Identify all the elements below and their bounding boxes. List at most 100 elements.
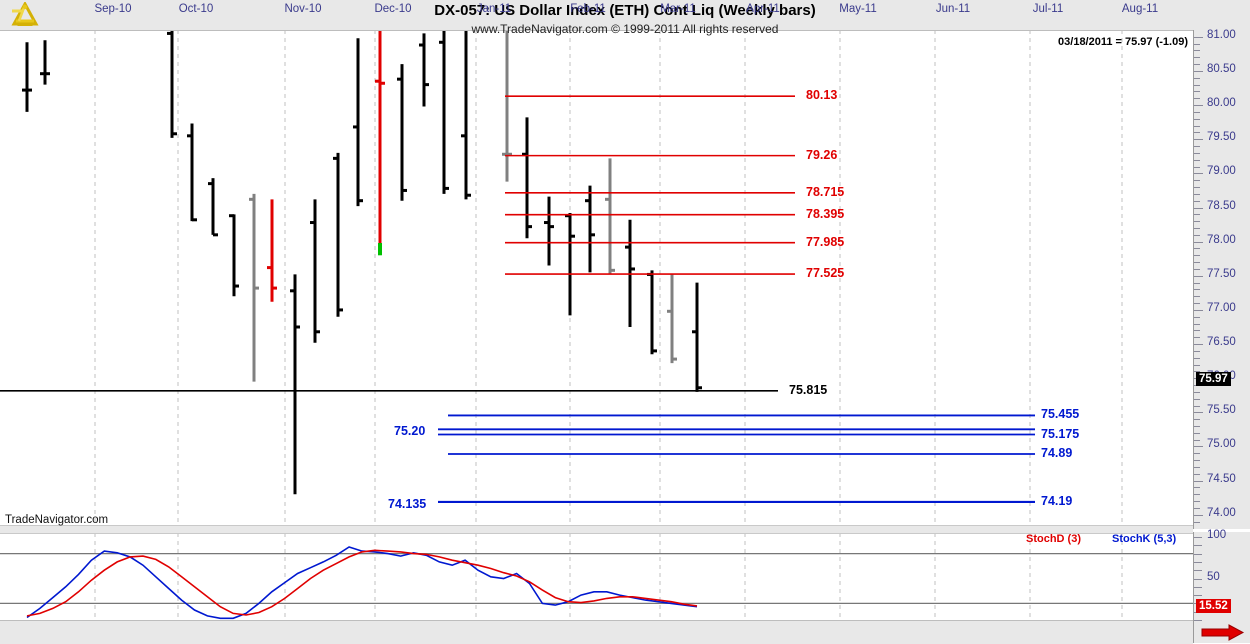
stoch-axis-tick	[1194, 586, 1202, 588]
price-axis-tick	[1194, 316, 1200, 318]
price-axis-label: 75.50	[1207, 404, 1236, 417]
red-level-label[interactable]: 77.525	[806, 266, 845, 281]
price-axis-tick	[1194, 426, 1200, 427]
price-axis-label: 77.50	[1207, 267, 1236, 280]
red-level-label[interactable]: 78.395	[806, 206, 845, 221]
date-axis-label: Jun-11	[935, 3, 971, 15]
quote-readout: 03/18/2011 = 75.97 (-1.09)	[1058, 36, 1188, 48]
date-axis-label: Nov-10	[284, 3, 322, 15]
stoch-axis-tick	[1194, 537, 1202, 538]
price-axis-tick	[1194, 91, 1200, 93]
ohlc-bar	[585, 185, 595, 273]
price-axis-tick	[1194, 296, 1200, 298]
price-axis-label: 74.00	[1207, 506, 1236, 519]
page-title: DX-057: US Dollar Index (ETH) Cont Liq (…	[434, 2, 816, 19]
price-axis-tick	[1194, 289, 1200, 291]
date-axis-label: Sep-10	[94, 3, 132, 15]
blue-level-label-right[interactable]: 74.89	[1041, 445, 1073, 460]
price-axis-tick	[1194, 275, 1203, 277]
price-axis-tick	[1194, 514, 1203, 516]
red-level-label[interactable]: 78.715	[806, 184, 845, 199]
price-axis-tick	[1194, 330, 1200, 332]
price-axis-tick	[1194, 50, 1200, 52]
stoch-axis-panel[interactable]	[1193, 532, 1250, 643]
date-axis-label: Feb-11	[570, 3, 606, 15]
price-axis-tick	[1194, 111, 1200, 113]
price-axis-tick	[1194, 309, 1203, 311]
header-band	[0, 0, 1250, 31]
price-axis-tick	[1194, 453, 1200, 455]
price-axis-tick	[1194, 262, 1200, 264]
price-axis-tick	[1194, 248, 1200, 250]
date-axis-label: Jan-11	[476, 3, 512, 15]
stoch-d-legend: StochD (3)	[1026, 533, 1081, 545]
price-axis-tick	[1194, 132, 1200, 134]
price-axis-tick	[1194, 105, 1203, 107]
price-axis-tick	[1194, 159, 1200, 161]
ohlc-bar	[397, 64, 407, 201]
stoch-axis-tick	[1194, 553, 1202, 555]
price-axis-label: 74.50	[1207, 472, 1236, 485]
copyright-subtitle: www.TradeNavigator.com © 1999-2011 All r…	[471, 22, 779, 36]
ohlc-bar	[22, 42, 32, 112]
price-axis-tick	[1194, 221, 1200, 223]
price-axis-tick	[1194, 473, 1200, 475]
watermark: TradeNavigator.com	[5, 514, 109, 526]
price-axis-tick	[1194, 521, 1200, 523]
ohlc-bar	[375, 30, 385, 248]
scroll-right-arrow-icon[interactable]	[1201, 624, 1245, 641]
price-axis-tick	[1194, 337, 1200, 339]
price-axis-label: 80.00	[1207, 97, 1236, 110]
price-axis-tick	[1194, 36, 1203, 38]
ohlc-bar	[522, 117, 532, 239]
price-axis-tick	[1194, 460, 1200, 462]
stoch-axis-tick	[1194, 545, 1202, 547]
price-axis-label: 80.50	[1207, 62, 1236, 75]
stoch-axis-tick	[1194, 620, 1202, 621]
blue-level-label-left[interactable]: 75.20	[394, 423, 426, 438]
price-axis-tick	[1194, 419, 1200, 421]
blue-level-label-right[interactable]: 75.175	[1041, 426, 1080, 441]
red-level-label[interactable]: 79.26	[806, 147, 838, 162]
current-price-tag: 75.97	[1196, 372, 1231, 387]
date-axis-panel[interactable]	[0, 620, 1193, 644]
price-axis-panel[interactable]	[1193, 30, 1250, 529]
price-axis-tick	[1194, 241, 1203, 243]
ohlc-bar	[310, 199, 320, 343]
price-axis-tick	[1194, 139, 1203, 141]
red-level-label[interactable]: 80.13	[806, 88, 838, 103]
price-axis-tick	[1194, 187, 1200, 189]
price-axis-tick	[1194, 364, 1200, 366]
ohlc-bar	[187, 123, 197, 222]
price-axis-tick	[1194, 200, 1200, 202]
blue-level-label-right[interactable]: 74.19	[1041, 493, 1073, 508]
ohlc-bar	[419, 33, 429, 107]
price-axis-tick	[1194, 166, 1200, 168]
price-axis-tick	[1194, 268, 1200, 270]
price-axis-label: 79.00	[1207, 165, 1236, 178]
pane-separator	[0, 525, 1193, 534]
ohlc-bar	[229, 214, 239, 297]
price-axis-label: 81.00	[1207, 28, 1236, 41]
price-axis-tick	[1194, 125, 1200, 127]
price-axis-tick	[1194, 391, 1200, 393]
blue-level-label-left[interactable]: 74.135	[388, 496, 427, 511]
stoch-axis-label: 50	[1207, 570, 1220, 583]
ohlc-bar	[667, 274, 677, 364]
red-level-label[interactable]: 77.985	[806, 234, 845, 249]
stoch-curve	[26, 549, 698, 617]
price-axis-tick	[1194, 466, 1200, 468]
ohlc-bar	[208, 178, 218, 237]
price-axis-tick	[1194, 146, 1200, 148]
price-axis-tick	[1194, 70, 1203, 72]
price-axis-label: 76.50	[1207, 336, 1236, 349]
blue-level-label-right[interactable]: 75.455	[1041, 407, 1080, 422]
date-axis-label: Apr-11	[746, 3, 780, 15]
stoch-axis-tick	[1194, 570, 1202, 572]
black-level-label[interactable]: 75.815	[789, 382, 828, 397]
price-axis-tick	[1194, 371, 1200, 373]
date-axis-label: Jul-11	[1032, 3, 1064, 15]
ohlc-bar	[40, 40, 50, 85]
